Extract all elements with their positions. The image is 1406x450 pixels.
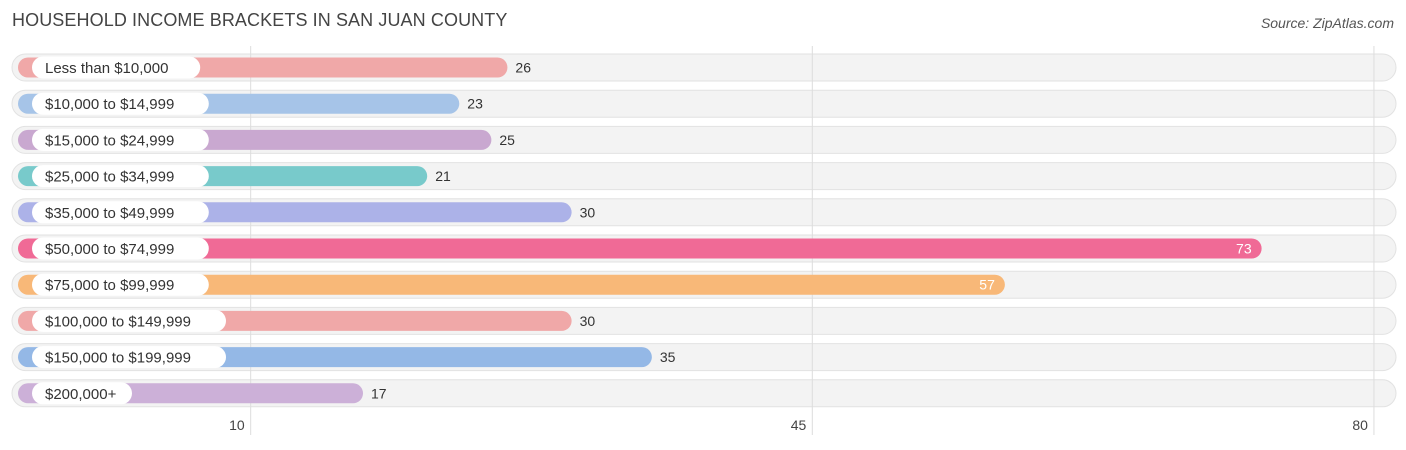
bar bbox=[18, 238, 1262, 259]
category-label: $100,000 to $149,999 bbox=[45, 313, 191, 330]
category-label-background bbox=[32, 273, 209, 296]
value-label: 26 bbox=[515, 60, 531, 76]
bar bbox=[18, 274, 1005, 295]
value-label: 30 bbox=[580, 313, 596, 329]
x-tick-label: 45 bbox=[791, 417, 807, 433]
x-tick-label: 10 bbox=[229, 417, 245, 433]
category-label-background bbox=[32, 309, 226, 332]
category-label-background bbox=[32, 56, 201, 79]
category-label-background bbox=[32, 346, 226, 369]
value-label: 25 bbox=[499, 132, 515, 148]
value-label: 23 bbox=[467, 96, 483, 112]
chart-title: HOUSEHOLD INCOME BRACKETS IN SAN JUAN CO… bbox=[12, 10, 508, 30]
category-label: $150,000 to $199,999 bbox=[45, 350, 191, 367]
value-label: 21 bbox=[435, 168, 451, 184]
x-tick-label: 80 bbox=[1352, 417, 1368, 433]
category-label: $50,000 to $74,999 bbox=[45, 241, 174, 258]
category-label: $200,000+ bbox=[45, 386, 117, 403]
category-label: $10,000 to $14,999 bbox=[45, 96, 174, 113]
value-label: 17 bbox=[371, 385, 387, 401]
category-label-background bbox=[32, 201, 209, 224]
category-label: $75,000 to $99,999 bbox=[45, 277, 174, 294]
value-label: 35 bbox=[660, 349, 676, 365]
category-label: $35,000 to $49,999 bbox=[45, 205, 174, 222]
category-label-background bbox=[32, 237, 209, 260]
category-label: $15,000 to $24,999 bbox=[45, 132, 174, 149]
category-label: $25,000 to $34,999 bbox=[45, 169, 174, 186]
value-label: 30 bbox=[580, 204, 596, 220]
category-label-background bbox=[32, 92, 209, 115]
source-credit: Source: ZipAtlas.com bbox=[1260, 15, 1394, 31]
value-label: 57 bbox=[979, 277, 995, 293]
category-label: Less than $10,000 bbox=[45, 60, 168, 77]
value-label: 73 bbox=[1236, 241, 1252, 257]
category-label-background bbox=[32, 128, 209, 151]
category-label-background bbox=[32, 165, 209, 188]
category-label-background bbox=[32, 382, 132, 405]
